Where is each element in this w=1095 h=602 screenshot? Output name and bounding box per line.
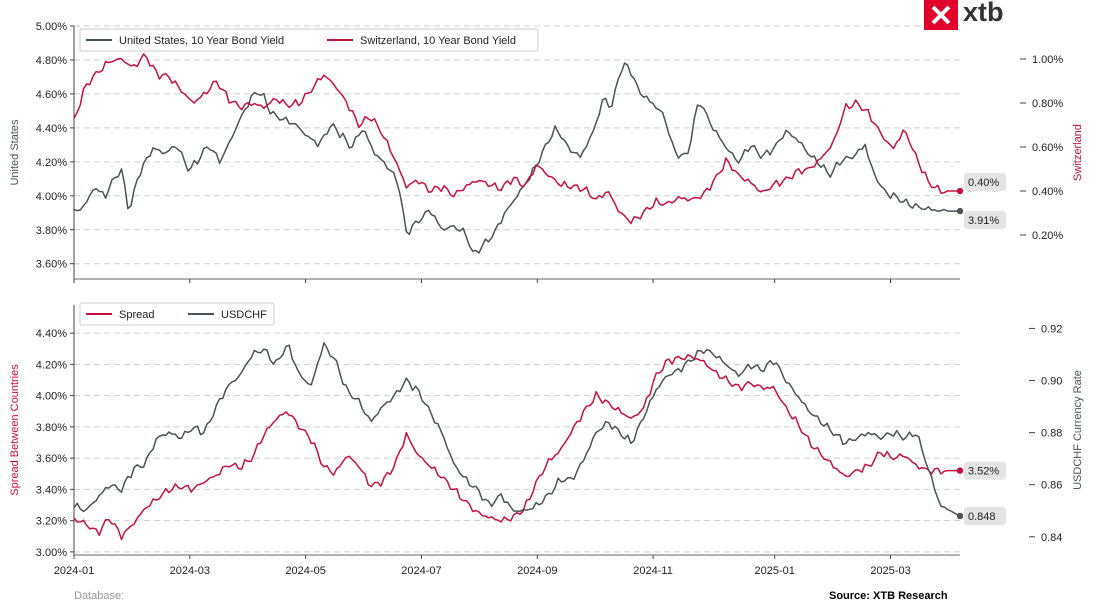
- right-tick-label: 0.88: [1041, 428, 1062, 440]
- left-tick-label: 3.20%: [36, 516, 67, 528]
- end-value-label: 0.40%: [968, 177, 999, 189]
- x-tick-label: 2024-05: [285, 565, 325, 577]
- right-axis-label: Switzerland: [1072, 124, 1084, 181]
- series-line-united-states-10-year-bond-yield: [73, 62, 960, 254]
- right-tick-label: 0.92: [1041, 323, 1062, 335]
- left-tick-label: 4.20%: [36, 157, 67, 169]
- xtb-logo-icon: [924, 0, 958, 30]
- left-tick-label: 5.00%: [36, 21, 67, 33]
- x-tick-label: 2024-03: [170, 565, 210, 577]
- left-axis-label: Spread Between Countries: [9, 364, 21, 496]
- end-value-badge: [964, 461, 1006, 480]
- left-tick-label: 4.00%: [36, 391, 67, 403]
- legend-box: [79, 28, 539, 52]
- left-axis-label: United States: [9, 119, 21, 186]
- left-tick-label: 3.00%: [36, 547, 67, 559]
- series-end-dot: [956, 512, 964, 520]
- series-line-usdchf: [73, 342, 961, 517]
- right-tick-label: 0.80%: [1032, 98, 1063, 110]
- x-tick-label: 2025-03: [870, 565, 910, 577]
- right-axis-label: USDCHF Currency Rate: [1072, 370, 1084, 490]
- legend-label: Switzerland, 10 Year Bond Yield: [360, 35, 516, 47]
- brand-name: xtb: [963, 0, 1004, 27]
- right-tick-label: 0.20%: [1032, 230, 1063, 242]
- logo-mark-icon: [931, 5, 951, 25]
- end-value-label: 3.52%: [968, 466, 999, 478]
- end-value-badge: [964, 173, 1006, 191]
- end-value-label: 0.848: [968, 511, 996, 523]
- left-tick-label: 4.60%: [36, 89, 67, 101]
- right-tick-label: 0.84: [1041, 532, 1062, 544]
- series-line-switzerland-10-year-bond-yield: [73, 53, 960, 225]
- left-tick-label: 4.20%: [36, 359, 67, 371]
- series-end-dot: [956, 187, 964, 195]
- x-tick-label: 2024-09: [517, 565, 557, 577]
- right-tick-label: 1.00%: [1032, 54, 1063, 66]
- legend-label: USDCHF: [221, 309, 267, 321]
- left-tick-label: 4.00%: [36, 191, 67, 203]
- legend-label: Spread: [119, 309, 154, 321]
- left-tick-label: 3.60%: [36, 453, 67, 465]
- left-tick-label: 4.40%: [36, 123, 67, 135]
- left-tick-label: 4.80%: [36, 55, 67, 67]
- right-tick-label: 0.86: [1041, 480, 1062, 492]
- source-label: Source: XTB Research: [829, 590, 948, 602]
- right-tick-label: 0.40%: [1032, 186, 1063, 198]
- right-tick-label: 0.60%: [1032, 142, 1063, 154]
- series-line-spread: [73, 354, 960, 541]
- left-tick-label: 3.80%: [36, 225, 67, 237]
- series-end-dot: [956, 467, 964, 474]
- legend-label: United States, 10 Year Bond Yield: [119, 35, 284, 47]
- x-tick-label: 2024-07: [401, 565, 441, 577]
- end-value-label: 3.91%: [968, 215, 999, 227]
- left-tick-label: 3.60%: [36, 259, 67, 271]
- right-tick-label: 0.90: [1041, 376, 1062, 388]
- x-tick-label: 2024-11: [633, 565, 673, 577]
- series-end-dot: [956, 207, 964, 215]
- left-tick-label: 3.80%: [36, 422, 67, 434]
- left-tick-label: 4.40%: [36, 328, 67, 340]
- x-tick-label: 2024-01: [54, 565, 94, 577]
- left-tick-label: 3.40%: [36, 484, 67, 496]
- end-value-badge: [964, 506, 1006, 525]
- end-value-badge: [964, 211, 1006, 230]
- legend-box: [79, 302, 275, 326]
- database-label: Database:: [74, 590, 125, 602]
- x-tick-label: 2025-01: [755, 565, 795, 577]
